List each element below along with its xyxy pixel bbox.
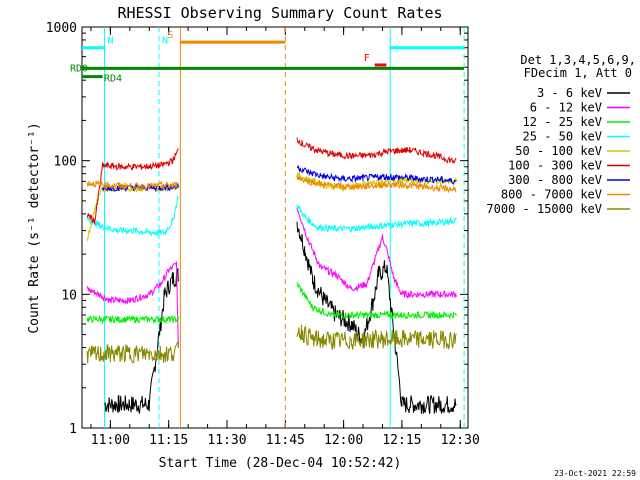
y-tick-label: 1	[69, 422, 77, 437]
x-tick-label: 12:30	[441, 433, 480, 448]
plot-frame	[81, 26, 469, 429]
x-tick-label: 11:00	[91, 433, 130, 448]
series-line	[86, 314, 179, 325]
chart-title: RHESSI Observing Summary Count Rates	[117, 4, 442, 22]
series-line	[86, 196, 179, 237]
status-label: F	[364, 53, 370, 64]
series-line	[86, 341, 179, 364]
series-line	[296, 282, 457, 320]
series-7000to15000keV	[86, 324, 457, 364]
legend-label: 12 - 25 keV	[523, 115, 602, 129]
x-tick-label: 12:00	[324, 433, 363, 448]
series-line	[296, 324, 457, 351]
info-line-1: Det 1,3,4,5,6,9,	[520, 53, 636, 67]
y-tick-label: 100	[54, 155, 77, 170]
series-6to12keV	[86, 207, 457, 348]
y-axis-label: Count Rate (s⁻¹ detector⁻¹)	[27, 122, 42, 333]
series-line	[86, 261, 179, 348]
status-label: N	[162, 36, 168, 47]
x-tick-label: 12:15	[382, 433, 421, 448]
y-tick-label: 1000	[46, 21, 77, 36]
series-line	[86, 148, 179, 225]
series-line	[296, 165, 457, 185]
series-line	[296, 137, 457, 164]
series-100to300keV	[86, 137, 457, 225]
footer-timestamp: 23-Oct-2021 22:59	[554, 469, 636, 478]
y-tick-label: 10	[61, 288, 77, 303]
x-tick-label: 11:45	[266, 433, 305, 448]
series-line	[296, 175, 457, 194]
series-800to7000keV	[86, 175, 457, 194]
legend-label: 300 - 800 keV	[508, 173, 602, 187]
legend-label: 6 - 12 keV	[530, 101, 602, 115]
legend-label: 800 - 7000 keV	[501, 188, 602, 202]
legend-label: 25 - 50 keV	[523, 130, 602, 144]
legend-label: 50 - 100 keV	[515, 144, 602, 158]
plot-area: 1 10 100 1000 11:00 11:15 11:30 11:45 12:00 12:15…	[46, 21, 480, 448]
status-label: N	[108, 36, 114, 47]
legend-label: 7000 - 15000 keV	[486, 202, 602, 216]
x-axis-label: Start Time (28-Dec-04 10:52:42)	[159, 456, 402, 471]
legend-label: 3 - 6 keV	[537, 86, 602, 100]
series-line	[86, 179, 179, 191]
series-25to50keV	[86, 196, 457, 237]
series-line	[296, 207, 457, 299]
series-12to25keV	[86, 282, 457, 325]
status-label: S	[167, 30, 173, 41]
x-tick-label: 11:30	[207, 433, 246, 448]
status-label: RD0	[70, 63, 88, 74]
series-line	[296, 204, 457, 234]
info-line-2: FDecim 1, Att 0	[524, 66, 632, 80]
series-line	[104, 267, 179, 415]
status-label: RD4	[104, 74, 122, 85]
series-line	[296, 221, 457, 414]
series-3to6keV	[104, 221, 457, 415]
x-tick-label: 11:15	[149, 433, 188, 448]
legend-label: 100 - 300 keV	[508, 159, 602, 173]
